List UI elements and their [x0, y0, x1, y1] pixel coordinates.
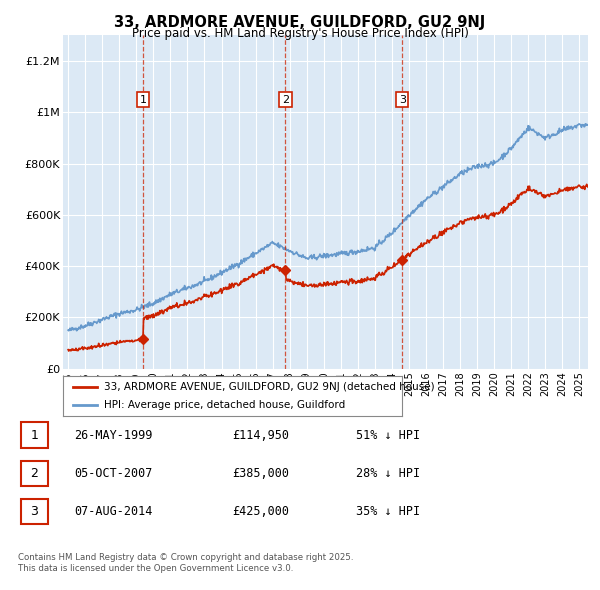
Text: 35% ↓ HPI: 35% ↓ HPI [356, 505, 421, 519]
Text: 07-AUG-2014: 07-AUG-2014 [74, 505, 153, 519]
Text: 1: 1 [31, 428, 38, 442]
Text: 28% ↓ HPI: 28% ↓ HPI [356, 467, 421, 480]
Text: 2: 2 [31, 467, 38, 480]
Text: 3: 3 [31, 505, 38, 519]
Text: Contains HM Land Registry data © Crown copyright and database right 2025.
This d: Contains HM Land Registry data © Crown c… [18, 553, 353, 573]
Text: 2: 2 [282, 94, 289, 104]
Text: HPI: Average price, detached house, Guildford: HPI: Average price, detached house, Guil… [104, 400, 345, 410]
FancyBboxPatch shape [21, 461, 48, 486]
Text: 51% ↓ HPI: 51% ↓ HPI [356, 428, 421, 442]
Text: Price paid vs. HM Land Registry's House Price Index (HPI): Price paid vs. HM Land Registry's House … [131, 27, 469, 40]
FancyBboxPatch shape [21, 422, 48, 448]
Text: 3: 3 [399, 94, 406, 104]
Text: 1: 1 [140, 94, 146, 104]
Text: 26-MAY-1999: 26-MAY-1999 [74, 428, 153, 442]
Text: 33, ARDMORE AVENUE, GUILDFORD, GU2 9NJ: 33, ARDMORE AVENUE, GUILDFORD, GU2 9NJ [115, 15, 485, 30]
Text: £385,000: £385,000 [232, 467, 289, 480]
Text: £425,000: £425,000 [232, 505, 289, 519]
Text: 33, ARDMORE AVENUE, GUILDFORD, GU2 9NJ (detached house): 33, ARDMORE AVENUE, GUILDFORD, GU2 9NJ (… [104, 382, 434, 392]
Text: £114,950: £114,950 [232, 428, 289, 442]
FancyBboxPatch shape [21, 499, 48, 525]
Text: 05-OCT-2007: 05-OCT-2007 [74, 467, 153, 480]
